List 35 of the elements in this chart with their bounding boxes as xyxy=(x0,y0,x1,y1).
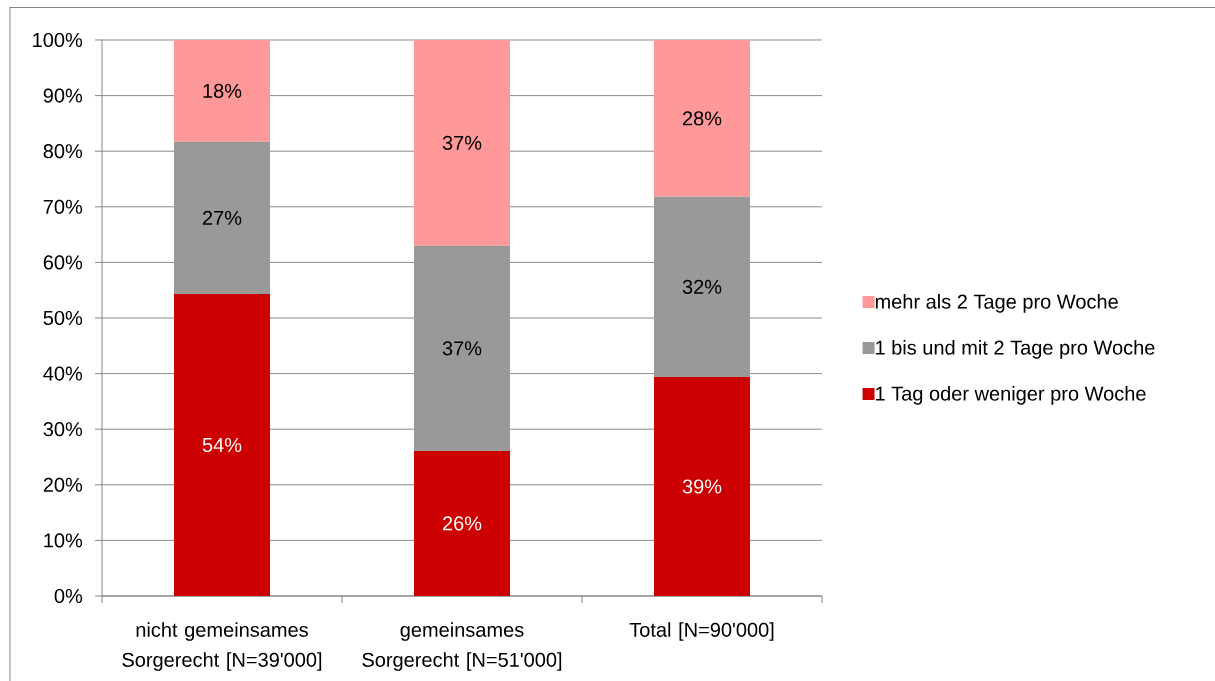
legend-label: 1 bis und mit 2 Tage pro Woche xyxy=(876,340,1155,359)
data-label: 18% xyxy=(203,83,242,98)
y-tick-label: 90% xyxy=(43,88,83,103)
data-label: 37% xyxy=(442,341,482,356)
data-label: 39% xyxy=(682,479,722,494)
data-label: 27% xyxy=(202,210,242,225)
x-tick-label: Total [N=90'000] xyxy=(629,622,774,641)
data-label: 28% xyxy=(682,111,722,126)
x-tick-label: gemeinsames Sorgerecht [N=51'000] xyxy=(362,622,562,671)
y-tick-label: 10% xyxy=(44,533,83,548)
y-tick-label: 40% xyxy=(43,366,83,381)
y-tick-label: 50% xyxy=(43,310,83,326)
y-tick-label: 70% xyxy=(43,199,83,214)
bar xyxy=(414,245,510,451)
y-tick-label: 100% xyxy=(33,32,83,48)
y-tick-label: 80% xyxy=(43,144,83,159)
bar xyxy=(174,294,270,596)
bar xyxy=(414,450,510,596)
bar xyxy=(174,141,270,295)
data-label: 37% xyxy=(442,135,482,150)
data-label: 26% xyxy=(442,516,482,531)
legend-label: 1 Tag oder weniger pro Woche xyxy=(876,386,1146,405)
data-label: 32% xyxy=(682,279,722,294)
x-tick-label: nicht gemeinsames Sorgerecht [N=39'000] xyxy=(122,622,322,671)
legend-label: mehr als 2 Tage pro Woche xyxy=(875,294,1118,313)
bar xyxy=(174,39,270,142)
bar xyxy=(654,39,751,197)
bar xyxy=(654,376,751,596)
bar xyxy=(654,196,751,377)
y-tick-label: 30% xyxy=(43,422,83,437)
y-tick-label: 0% xyxy=(54,588,83,604)
data-label: 54% xyxy=(202,438,242,453)
bar xyxy=(414,39,510,246)
y-tick-label: 60% xyxy=(43,255,83,270)
y-tick-label: 20% xyxy=(43,477,83,492)
